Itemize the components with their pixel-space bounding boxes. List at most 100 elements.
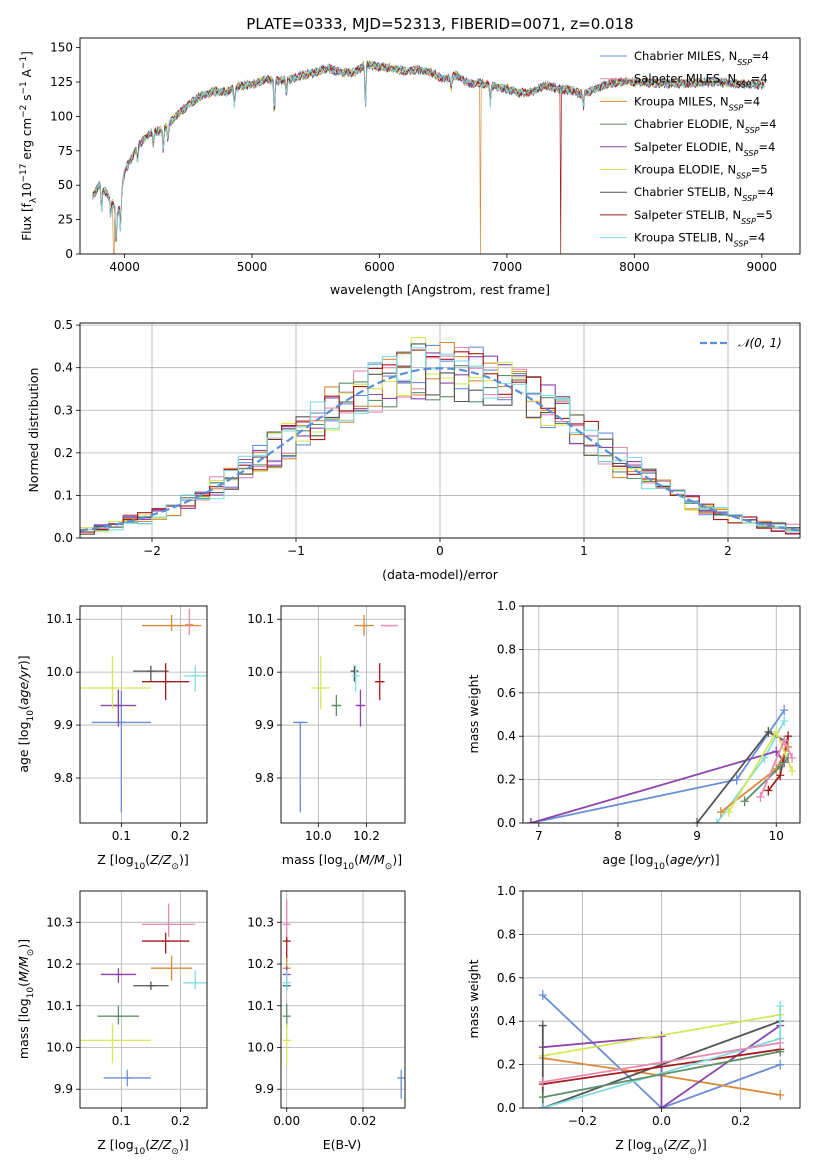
weight-marker: [740, 796, 749, 807]
weight-marker: [538, 1020, 547, 1031]
y-axis-label: age [log10(age/yr)]: [16, 655, 36, 772]
y-tick-label: 0.2: [497, 773, 516, 787]
weight-marker: [764, 726, 773, 737]
weight-line: [530, 750, 785, 823]
y-tick-label: 125: [50, 75, 73, 89]
weight-marker: [724, 807, 733, 818]
x-tick-label: 2: [724, 544, 732, 558]
y-tick-label: 9.9: [54, 1082, 73, 1096]
y-tick-label: 0.5: [54, 318, 73, 332]
x-tick-label: 7: [535, 829, 543, 843]
x-tick-label: 8000: [619, 260, 650, 274]
y-tick-label: 0.1: [54, 488, 73, 502]
y-tick-label: 10.1: [46, 612, 73, 626]
x-tick-label: 0.2: [171, 1114, 190, 1128]
y-tick-label: 9.9: [255, 1082, 274, 1096]
x-tick-label: 9000: [746, 260, 777, 274]
weight-marker: [716, 807, 725, 818]
y-tick-label: 0.4: [497, 729, 516, 743]
y-tick-label: 0.8: [497, 927, 516, 941]
x-tick-label: 0.1: [112, 1114, 131, 1128]
legend-label: Chabrier MILES, NSSP=4: [634, 49, 769, 67]
legend-label: Kroupa ELODIE, NSSP=5: [634, 163, 768, 181]
figure-title: PLATE=0333, MJD=52313, FIBERID=0071, z=0…: [246, 15, 633, 33]
y-tick-label: 9.8: [255, 771, 274, 785]
x-tick-label: 0: [436, 544, 444, 558]
y-tick-label: 50: [58, 178, 73, 192]
y-tick-label: 10.3: [247, 915, 274, 929]
weight-marker: [776, 1089, 785, 1100]
weight-marker: [712, 818, 721, 823]
y-tick-label: 10.1: [46, 999, 73, 1013]
y-tick-label: 10.0: [46, 665, 73, 679]
plot-area-mass_vs_Z: [80, 891, 207, 1108]
axes-frame: [522, 890, 801, 1109]
plot-area-residuals: [80, 323, 800, 538]
y-tick-label: 10.2: [46, 957, 73, 971]
y-tick-label: 0.2: [497, 1058, 516, 1072]
legend-label: Salpeter MILES, NSSP=4: [634, 72, 768, 90]
x-axis-label: age [log10(age/yr)]: [602, 852, 719, 872]
plot-area-age_vs_mass: [281, 606, 405, 823]
histogram-step: [80, 347, 800, 532]
spectrum-line: [92, 60, 765, 240]
x-tick-label: 10: [769, 829, 784, 843]
axes-frame: [79, 605, 208, 824]
y-tick-label: 25: [58, 213, 73, 227]
x-tick-label: −2: [143, 544, 161, 558]
x-tick-label: 4000: [109, 260, 140, 274]
y-tick-label: 9.8: [54, 771, 73, 785]
y-tick-label: 0.8: [497, 642, 516, 656]
legend-label: Kroupa STELIB, NSSP=4: [634, 231, 765, 249]
plots-group: 4000 5000 6000 7000 8000 90000255075100125150…: [16, 37, 801, 1157]
x-tick-label: −1: [287, 544, 305, 558]
gaussian-curve: [80, 367, 800, 532]
y-tick-label: 1.0: [497, 884, 516, 898]
weight-marker: [776, 1046, 785, 1057]
axes-age_vs_mass: 10.0 10.2 9.8 9.9 10.0 10.1 mass [log10(M/M⊙)]: [247, 605, 406, 872]
plot-area-spectrum: [92, 59, 765, 254]
weight-line: [542, 994, 781, 1108]
weight-line: [542, 1042, 781, 1083]
axes-frame: [522, 605, 801, 824]
x-axis-label: E(B-V): [323, 1137, 362, 1152]
x-tick-label: 0.02: [350, 1114, 377, 1128]
y-tick-label: 10.0: [247, 1040, 274, 1054]
axes-frame: [79, 322, 801, 539]
weight-marker: [756, 791, 765, 802]
weight-marker: [538, 1103, 547, 1108]
y-tick-label: 1.0: [497, 599, 516, 613]
axes-weight_vs_age: 7 8 9 10 0.0 0.2 0.4 0.6 0.8 1.0 age [log10(age/yr…: [466, 599, 801, 872]
plot-area-age_vs_Z: [80, 606, 207, 823]
weight-marker: [780, 716, 789, 727]
weight-marker: [538, 990, 547, 1001]
x-tick-label: 0.2: [171, 829, 190, 843]
y-tick-label: 10.0: [46, 1040, 73, 1054]
y-tick-label: 0.6: [497, 686, 516, 700]
weight-marker: [772, 726, 781, 737]
plot-area-mass_vs_ebv: [281, 891, 405, 1108]
y-tick-label: 0.0: [54, 531, 73, 545]
spectrum-legend: Chabrier MILES, NSSP=4 Salpeter MILES, NS…: [600, 49, 776, 248]
weight-marker: [538, 1092, 547, 1103]
y-tick-label: 100: [50, 109, 73, 123]
y-tick-label: 9.9: [54, 718, 73, 732]
x-axis-label: Z [log10(Z/Z⊙)]: [615, 1137, 706, 1157]
x-axis-label: (data-model)/error: [382, 567, 499, 582]
spectrum-line: [92, 61, 765, 254]
weight-marker: [788, 765, 797, 776]
weight-marker: [776, 1037, 785, 1048]
axes-frame: [79, 890, 208, 1109]
y-tick-label: 75: [58, 144, 73, 158]
y-tick-label: 0: [65, 247, 73, 261]
legend-label: Chabrier ELODIE, NSSP=4: [634, 117, 776, 135]
x-axis-label: Z [log10(Z/Z⊙)]: [97, 852, 188, 872]
axes-weight_vs_Z: −0.2 0.0 0.2 0.0 0.2 0.4 0.6 0.8 1.0 Z [log10(Z/Z…: [466, 884, 801, 1157]
legend-label: 𝒩(0, 1): [738, 336, 782, 350]
x-tick-label: 9: [693, 829, 701, 843]
x-axis-label: mass [log10(M/M⊙)]: [282, 852, 402, 872]
legend-label: Kroupa MILES, NSSP=4: [634, 94, 760, 112]
weight-marker: [780, 735, 789, 746]
y-tick-label: 0.4: [497, 1014, 516, 1028]
y-axis-label: Flux [fλ10−17 erg cm−2 s−1 A−1]: [19, 51, 39, 241]
